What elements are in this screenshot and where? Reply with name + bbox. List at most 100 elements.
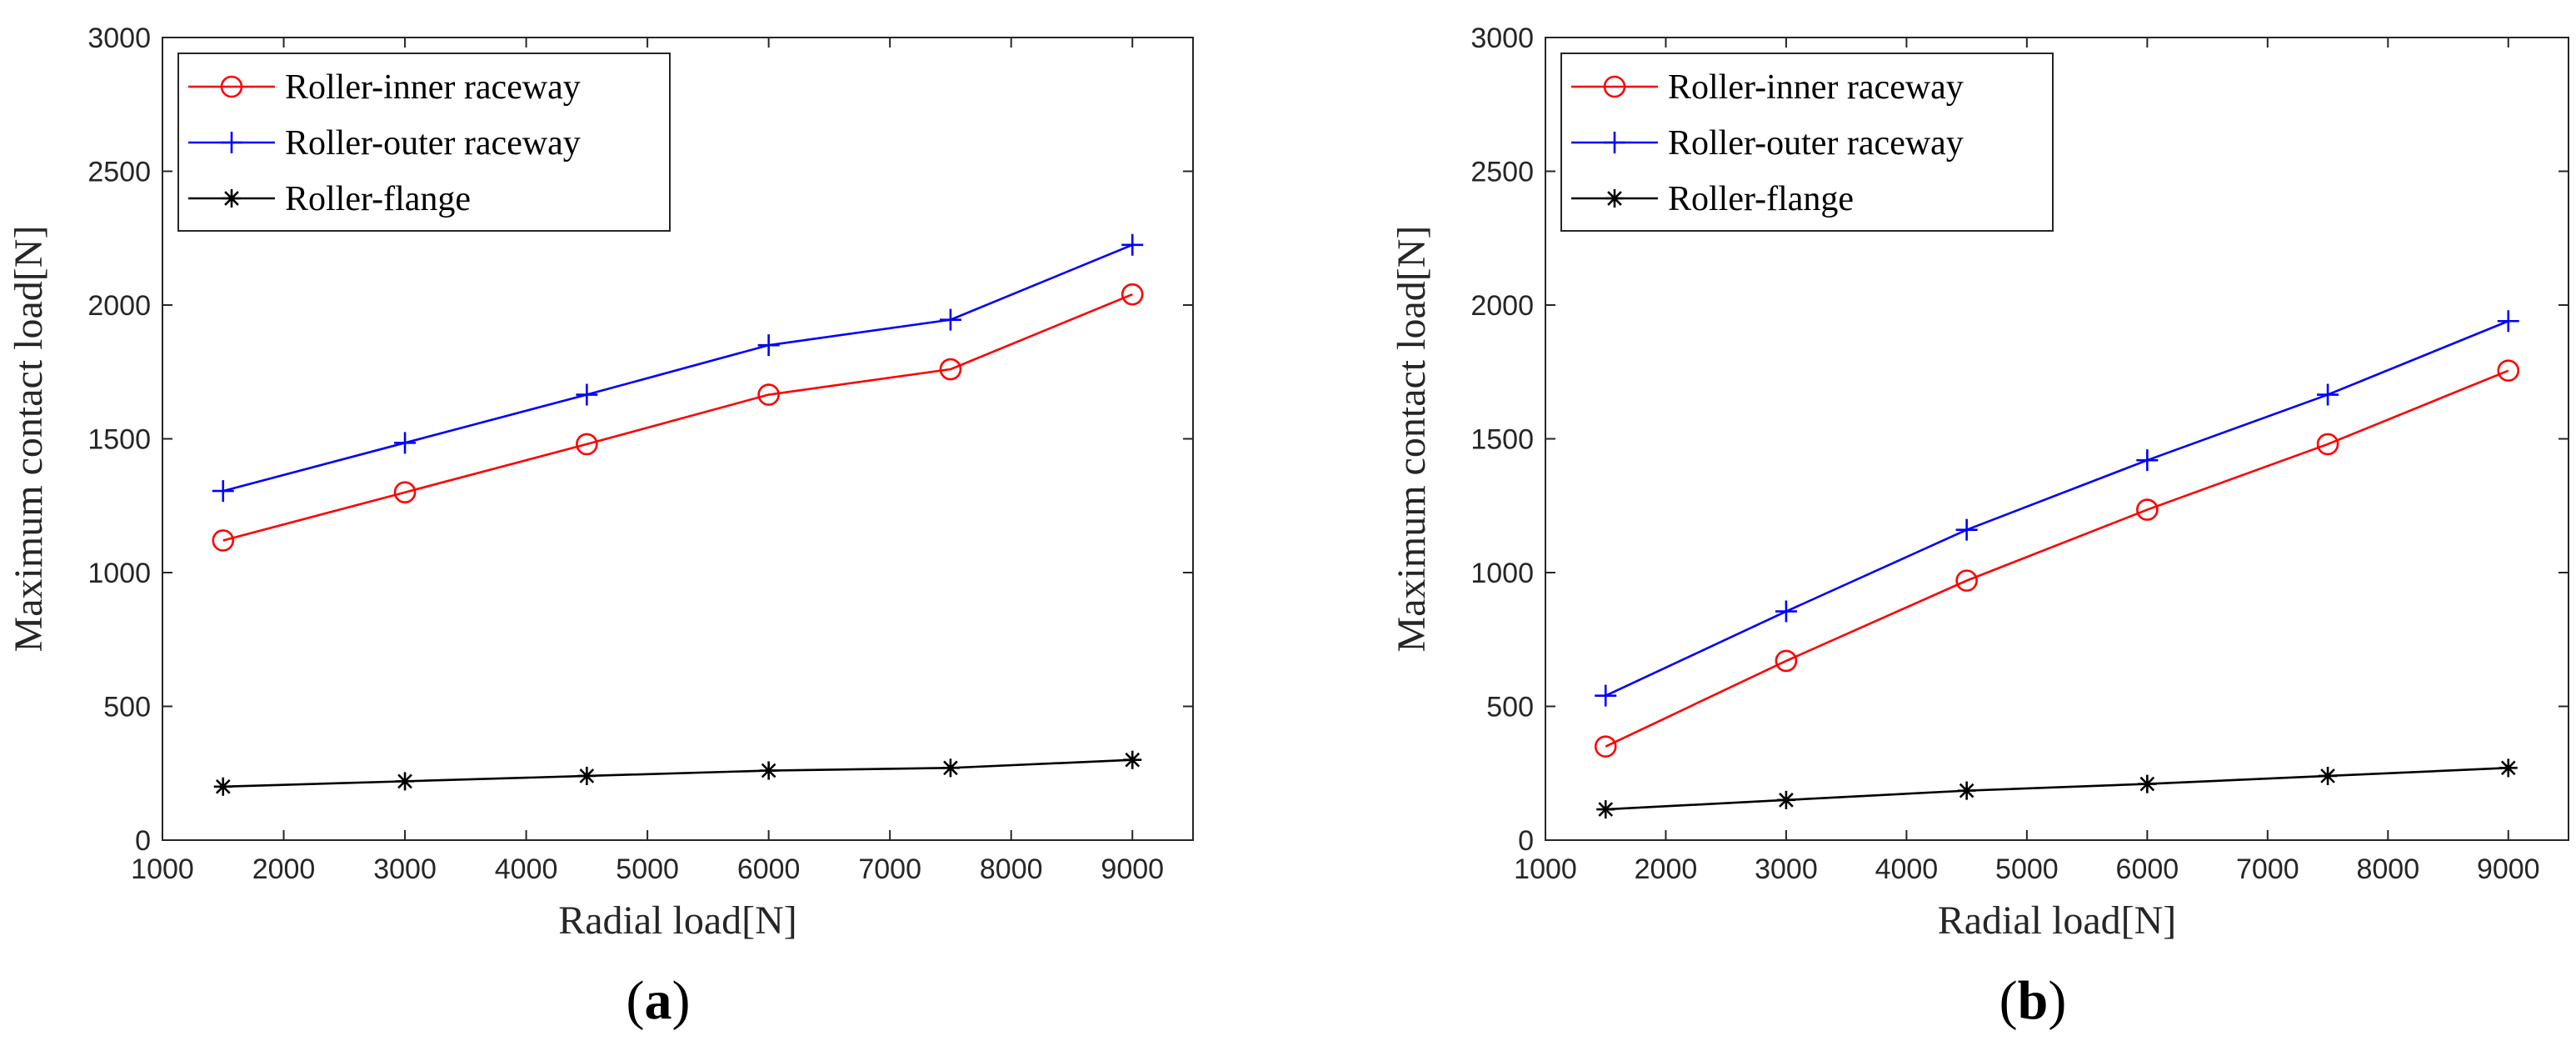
series-line-roller-outer-raceway-a bbox=[222, 243, 1133, 493]
x-axis-label-b: Radial load[N] bbox=[1938, 898, 2177, 943]
data-point-roller-outer-raceway-a bbox=[939, 308, 961, 331]
series-line-roller-flange-a bbox=[222, 758, 1133, 788]
legend-label-roller-flange-a: Roller-flange bbox=[285, 180, 471, 218]
legend-label-roller-inner-raceway-b: Roller-inner raceway bbox=[1668, 68, 1964, 107]
data-point-roller-outer-raceway-a-shape bbox=[757, 334, 780, 357]
y-tick-label-b: 2000 bbox=[1470, 290, 1534, 322]
data-point-roller-outer-raceway-b-shape bbox=[1775, 600, 1797, 623]
caption-b: (b) bbox=[1999, 970, 2067, 1031]
series-line-roller-flange-b bbox=[1605, 767, 2509, 811]
legend-label-roller-flange-b: Roller-flange bbox=[1668, 180, 1854, 218]
data-point-roller-outer-raceway-b-shape bbox=[1595, 684, 1617, 707]
data-point-roller-outer-raceway-b bbox=[2317, 383, 2339, 406]
data-point-roller-inner-raceway-b bbox=[1775, 649, 1798, 673]
legend-marker-roller-inner-raceway-b-shape bbox=[1603, 75, 1626, 98]
data-point-roller-inner-raceway-b bbox=[1955, 569, 1978, 592]
data-point-roller-inner-raceway-a bbox=[939, 358, 962, 381]
data-point-roller-outer-raceway-b bbox=[1595, 684, 1617, 707]
y-axis-label-b: Maximum contact load[N] bbox=[1390, 226, 1434, 653]
data-point-roller-flange-b-shape bbox=[1957, 781, 1976, 800]
data-point-roller-flange-b-shape bbox=[2499, 758, 2518, 778]
data-point-roller-inner-raceway-b bbox=[2497, 359, 2520, 382]
data-point-roller-flange-a bbox=[577, 766, 597, 785]
data-point-roller-outer-raceway-a-shape bbox=[576, 383, 598, 406]
data-point-roller-flange-b-shape bbox=[1596, 800, 1615, 819]
data-point-roller-outer-raceway-a bbox=[394, 432, 417, 454]
data-point-roller-flange-b-shape bbox=[2138, 774, 2157, 793]
data-point-roller-inner-raceway-a-shape bbox=[757, 383, 780, 406]
x-tick-label-b: 6000 bbox=[2116, 853, 2179, 885]
data-point-roller-flange-a bbox=[213, 777, 232, 796]
legend-label-roller-outer-raceway-a: Roller-outer raceway bbox=[285, 124, 581, 163]
data-point-roller-inner-raceway-b bbox=[2136, 498, 2159, 521]
data-point-roller-flange-a-shape bbox=[759, 761, 778, 780]
data-point-roller-outer-raceway-a bbox=[757, 334, 780, 357]
data-point-roller-flange-b bbox=[2499, 758, 2518, 778]
y-tick-label-b: 2500 bbox=[1470, 157, 1534, 188]
data-point-roller-inner-raceway-b bbox=[1594, 735, 1617, 758]
data-point-roller-inner-raceway-b-shape bbox=[2136, 498, 2159, 521]
data-point-roller-flange-b-shape bbox=[1776, 790, 1795, 809]
x-tick-label-a: 8000 bbox=[980, 853, 1043, 885]
y-tick-label-b: 3000 bbox=[1470, 23, 1534, 54]
y-tick-label-b: 500 bbox=[1486, 692, 1534, 723]
data-point-roller-inner-raceway-b-shape bbox=[1594, 735, 1617, 758]
y-tick-label-b: 1500 bbox=[1470, 424, 1534, 456]
legend-marker-roller-inner-raceway-b bbox=[1603, 75, 1626, 98]
series-line-roller-inner-raceway-b bbox=[1605, 369, 2509, 748]
data-point-roller-outer-raceway-b-shape bbox=[2497, 310, 2519, 333]
legend-marker-roller-outer-raceway-b bbox=[1604, 132, 1625, 153]
data-point-roller-outer-raceway-a-shape bbox=[394, 432, 417, 454]
series-line-roller-inner-raceway-a bbox=[222, 293, 1133, 542]
legend-label-roller-inner-raceway-a: Roller-inner raceway bbox=[285, 68, 581, 107]
data-point-roller-inner-raceway-a bbox=[757, 383, 780, 406]
data-point-roller-flange-a bbox=[941, 758, 960, 778]
x-tick-label-b: 2000 bbox=[1635, 853, 1698, 885]
x-tick-label-a: 9000 bbox=[1101, 853, 1164, 885]
legend-marker-roller-outer-raceway-a bbox=[221, 132, 242, 153]
y-tick-label-a: 500 bbox=[103, 692, 151, 723]
y-tick-label-a: 3000 bbox=[87, 23, 151, 54]
data-point-roller-flange-b-shape bbox=[2319, 766, 2338, 785]
y-tick-label-a: 1000 bbox=[87, 558, 151, 589]
legend-marker-roller-outer-raceway-a-shape bbox=[221, 132, 242, 153]
y-tick-label-a: 0 bbox=[135, 825, 151, 857]
x-tick-label-a: 6000 bbox=[737, 853, 801, 885]
legend-marker-roller-outer-raceway-b-shape bbox=[1604, 132, 1625, 153]
data-point-roller-inner-raceway-a-shape bbox=[212, 529, 235, 552]
data-point-roller-inner-raceway-b-shape bbox=[1955, 569, 1978, 592]
legend-label-roller-outer-raceway-b: Roller-outer raceway bbox=[1668, 124, 1964, 163]
data-point-roller-inner-raceway-a bbox=[212, 529, 235, 552]
data-point-roller-flange-b bbox=[2319, 766, 2338, 785]
data-point-roller-flange-a bbox=[759, 761, 778, 780]
y-tick-label-a: 1500 bbox=[87, 424, 151, 456]
y-axis-label-a: Maximum contact load[N] bbox=[7, 226, 51, 653]
data-point-roller-inner-raceway-b bbox=[2316, 433, 2339, 456]
x-tick-label-a: 3000 bbox=[373, 853, 437, 885]
data-point-roller-flange-b bbox=[1957, 781, 1976, 800]
legend-marker-roller-flange-b bbox=[1605, 189, 1624, 208]
x-tick-label-a: 4000 bbox=[495, 853, 558, 885]
chart-panel-b: 1000 2000 3000 4000 5000 6000 7000 8000 9000 0 500… bbox=[1390, 23, 2569, 1031]
x-tick-label-b: 3000 bbox=[1755, 853, 1818, 885]
x-tick-label-b: 4000 bbox=[1875, 853, 1939, 885]
data-point-roller-outer-raceway-b bbox=[2497, 310, 2519, 333]
legend-a: Roller-inner raceway Roller-outer raceway… bbox=[177, 53, 671, 232]
series-line-roller-outer-raceway-b bbox=[1605, 320, 2509, 697]
data-point-roller-inner-raceway-a bbox=[576, 433, 598, 456]
x-tick-label-b: 7000 bbox=[2236, 853, 2299, 885]
data-point-roller-flange-a-shape bbox=[213, 777, 232, 796]
data-point-roller-inner-raceway-a bbox=[393, 481, 417, 504]
y-tick-label-b: 1000 bbox=[1470, 558, 1534, 589]
data-point-roller-outer-raceway-b-shape bbox=[2317, 383, 2339, 406]
y-tick-label-a: 2000 bbox=[87, 290, 151, 322]
y-tick-label-b: 0 bbox=[1518, 825, 1534, 857]
data-point-roller-outer-raceway-b-shape bbox=[1955, 518, 1978, 541]
data-point-roller-inner-raceway-a-shape bbox=[393, 481, 417, 504]
legend-marker-roller-flange-a-shape bbox=[222, 189, 241, 208]
data-point-roller-outer-raceway-b bbox=[1775, 600, 1797, 623]
data-point-roller-outer-raceway-a bbox=[1121, 233, 1144, 256]
data-point-roller-inner-raceway-a-shape bbox=[576, 433, 598, 456]
caption-a: (a) bbox=[627, 970, 691, 1031]
